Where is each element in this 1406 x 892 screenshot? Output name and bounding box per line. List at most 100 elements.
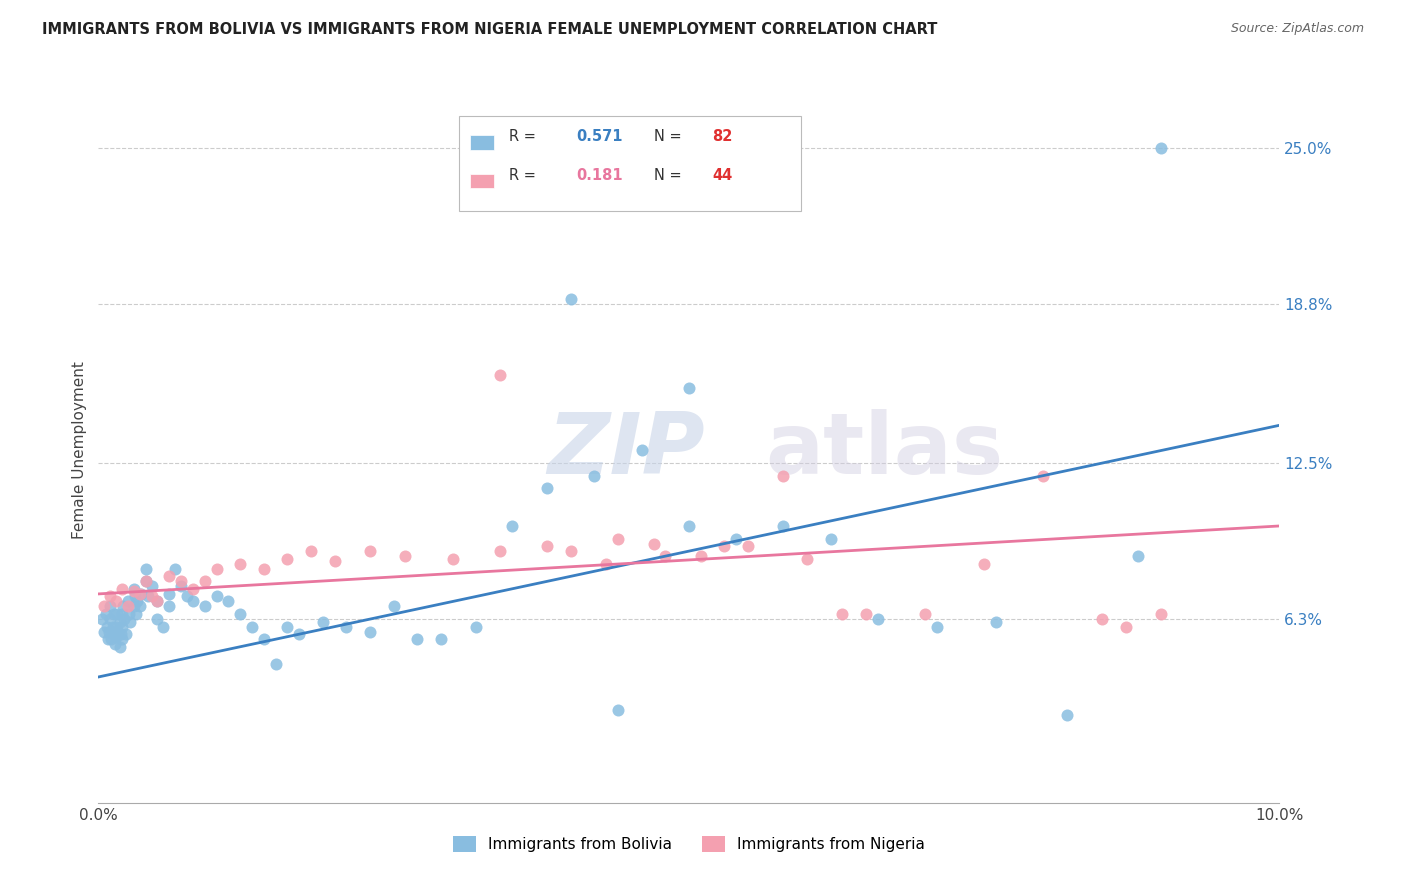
Point	[678, 380, 700, 394]
Point	[406, 632, 429, 647]
Point	[176, 590, 198, 604]
Point	[141, 590, 163, 604]
Point	[359, 544, 381, 558]
Point	[607, 703, 630, 717]
Point	[96, 619, 118, 633]
Text: atlas: atlas	[766, 409, 1004, 492]
Point	[112, 599, 135, 614]
Bar	[471, 136, 494, 150]
Point	[394, 549, 416, 564]
Point	[630, 443, 652, 458]
Point	[157, 599, 180, 614]
Point	[560, 544, 582, 558]
Point	[125, 607, 148, 621]
Point	[1150, 141, 1173, 155]
Point	[91, 612, 114, 626]
Point	[181, 594, 204, 608]
Point	[984, 615, 1007, 629]
Point	[152, 619, 174, 633]
Point	[105, 630, 128, 644]
Point	[264, 657, 287, 672]
Point	[1032, 468, 1054, 483]
Point	[312, 615, 335, 629]
Point	[129, 587, 152, 601]
Point	[689, 549, 711, 564]
Text: R =: R =	[509, 168, 541, 183]
Point	[772, 468, 794, 483]
Point	[725, 532, 748, 546]
Point	[103, 624, 125, 639]
Point	[737, 539, 759, 553]
Point	[430, 632, 453, 647]
Text: R =: R =	[509, 129, 541, 145]
Point	[105, 594, 128, 608]
Point	[136, 590, 159, 604]
Point	[654, 549, 676, 564]
Point	[170, 579, 193, 593]
Point	[820, 532, 842, 546]
Text: N =: N =	[654, 168, 686, 183]
Point	[94, 607, 117, 621]
Point	[98, 590, 121, 604]
Point	[194, 599, 217, 614]
Point	[111, 632, 134, 647]
Point	[536, 539, 558, 553]
Point	[108, 640, 131, 654]
Text: IMMIGRANTS FROM BOLIVIA VS IMMIGRANTS FROM NIGERIA FEMALE UNEMPLOYMENT CORRELATI: IMMIGRANTS FROM BOLIVIA VS IMMIGRANTS FR…	[42, 22, 938, 37]
Point	[135, 574, 157, 589]
Text: 0.181: 0.181	[576, 168, 623, 183]
Point	[111, 619, 134, 633]
Point	[146, 594, 169, 608]
Point	[114, 627, 136, 641]
Point	[772, 519, 794, 533]
Point	[141, 579, 163, 593]
Point	[253, 632, 276, 647]
Point	[93, 599, 115, 614]
Point	[128, 599, 150, 614]
Point	[205, 590, 228, 604]
Point	[831, 607, 853, 621]
Point	[359, 624, 381, 639]
Bar	[471, 174, 494, 188]
Point	[229, 557, 252, 571]
Point	[105, 607, 128, 621]
Point	[536, 481, 558, 495]
Point	[866, 612, 889, 626]
Point	[93, 624, 115, 639]
Point	[229, 607, 252, 621]
Point	[335, 619, 357, 633]
Point	[240, 619, 263, 633]
Point	[146, 594, 169, 608]
Point	[112, 612, 135, 626]
Point	[107, 624, 129, 639]
Point	[205, 562, 228, 576]
Point	[135, 562, 157, 576]
Point	[855, 607, 877, 621]
Point	[118, 607, 141, 621]
Point	[288, 627, 311, 641]
Text: 44: 44	[713, 168, 733, 183]
Point	[98, 599, 121, 614]
Point	[120, 615, 142, 629]
Point	[1056, 707, 1078, 722]
Point	[607, 532, 630, 546]
Point	[217, 594, 239, 608]
Point	[465, 619, 488, 633]
Text: N =: N =	[654, 129, 686, 145]
Point	[146, 612, 169, 626]
Point	[101, 619, 124, 633]
Point	[122, 584, 145, 599]
Point	[127, 594, 149, 608]
Point	[128, 587, 150, 601]
Point	[925, 619, 948, 633]
Text: ZIP: ZIP	[547, 409, 704, 492]
Point	[583, 468, 606, 483]
Point	[678, 519, 700, 533]
Point	[122, 599, 145, 614]
Point	[135, 574, 157, 589]
Point	[100, 632, 122, 647]
Point	[157, 569, 180, 583]
Point	[108, 615, 131, 629]
FancyBboxPatch shape	[458, 116, 801, 211]
Point	[1091, 612, 1114, 626]
